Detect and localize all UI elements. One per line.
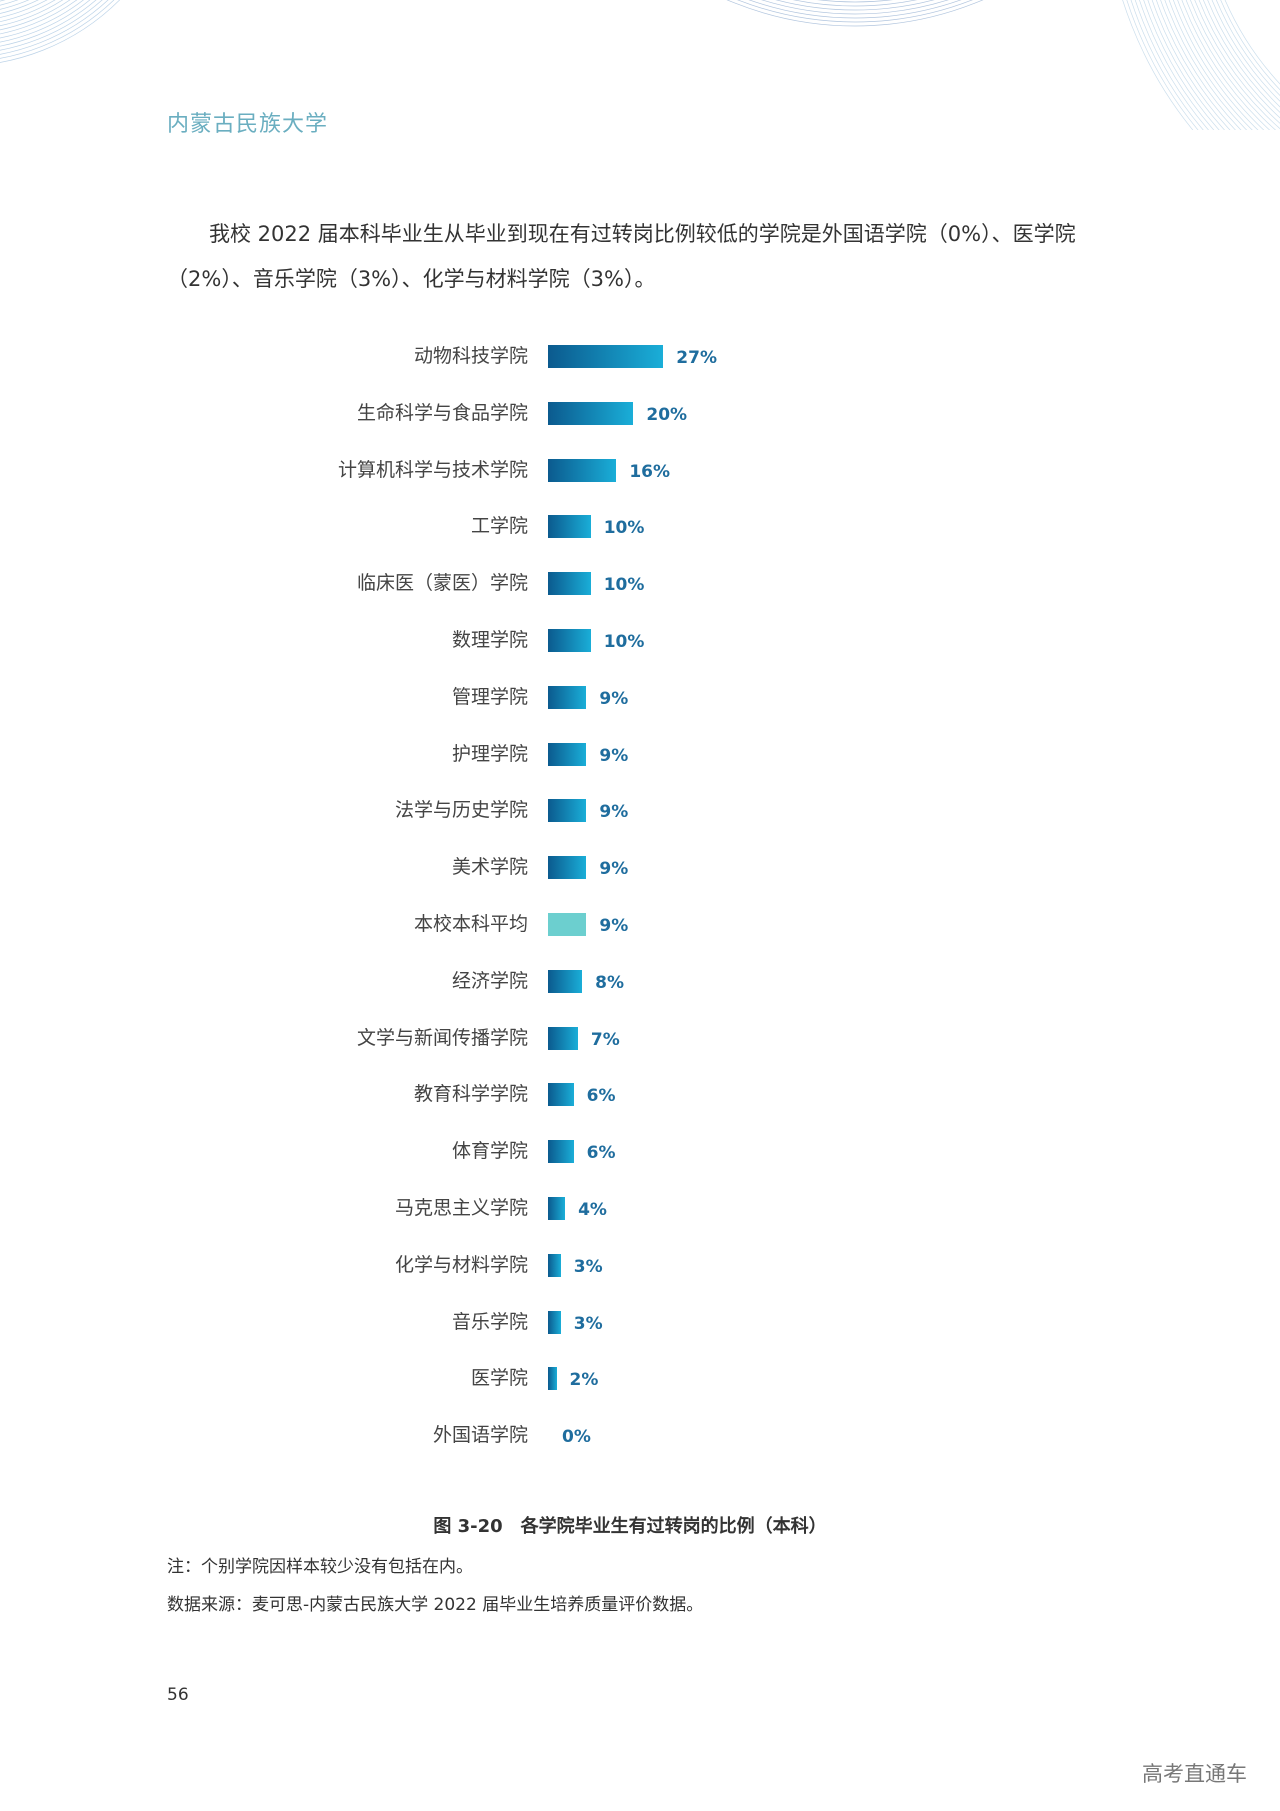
header-wave-decoration xyxy=(0,0,1280,130)
category-label: 护理学院 xyxy=(451,742,528,765)
value-label: 3% xyxy=(573,1313,603,1334)
bar xyxy=(548,458,617,482)
chart-row: 临床医（蒙医）学院 10% xyxy=(0,568,1280,598)
value-label: 16% xyxy=(629,461,671,482)
chart-row: 美术学院 9% xyxy=(0,852,1280,882)
value-label: 9% xyxy=(599,802,629,823)
figure-caption: 图 3-20 各学院毕业生有过转岗的比例（本科） xyxy=(433,1516,827,1537)
category-label: 工学院 xyxy=(470,515,528,538)
chart-row: 文学与新闻传播学院 7% xyxy=(0,1023,1280,1053)
bar xyxy=(548,799,587,823)
category-label: 数理学院 xyxy=(451,629,528,651)
value-label: 6% xyxy=(586,1143,616,1164)
bar xyxy=(548,1310,561,1334)
chart-row: 生命科学与食品学院 20% xyxy=(0,398,1280,428)
bar xyxy=(548,572,591,596)
value-label: 10% xyxy=(603,518,645,539)
value-label: 9% xyxy=(599,745,629,766)
category-label: 本校本科平均 xyxy=(413,913,528,935)
category-label: 法学与历史学院 xyxy=(394,799,528,822)
bar xyxy=(548,1083,574,1107)
category-label: 文学与新闻传播学院 xyxy=(356,1026,528,1049)
bar xyxy=(548,742,587,766)
category-label: 计算机科学与技术学院 xyxy=(337,458,528,481)
chart-row: 法学与历史学院 9% xyxy=(0,795,1280,825)
chart-row: 动物科技学院 27% xyxy=(0,341,1280,371)
bar xyxy=(548,913,587,936)
bar xyxy=(548,856,587,880)
value-label: 20% xyxy=(646,404,688,425)
chart-row: 马克思主义学院 4% xyxy=(0,1193,1280,1223)
chart-row: 数理学院 10% xyxy=(0,625,1280,655)
bar xyxy=(548,969,583,993)
bar xyxy=(548,345,664,368)
value-label: 2% xyxy=(569,1370,599,1391)
category-label: 化学与材料学院 xyxy=(394,1253,528,1276)
bar xyxy=(548,685,587,709)
bar xyxy=(548,1140,574,1164)
value-label: 0% xyxy=(562,1427,591,1448)
value-label: 9% xyxy=(599,916,629,936)
category-label: 管理学院 xyxy=(451,685,528,708)
data-source: 数据来源：麦可思-内蒙古民族大学 2022 届毕业生培养质量评价数据。 xyxy=(167,1595,704,1615)
bar xyxy=(548,629,591,652)
bar xyxy=(548,1197,566,1220)
chart-row: 教育科学学院 6% xyxy=(0,1079,1280,1109)
category-label: 音乐学院 xyxy=(451,1310,528,1333)
value-label: 10% xyxy=(603,575,645,596)
watermark: 高考直通车 xyxy=(1142,1762,1247,1786)
chart-row: 管理学院 9% xyxy=(0,682,1280,712)
chart-row: 工学院 10% xyxy=(0,511,1280,541)
chart-row: 体育学院 6% xyxy=(0,1136,1280,1166)
bar xyxy=(548,401,634,425)
value-label: 4% xyxy=(578,1200,607,1220)
category-label: 体育学院 xyxy=(451,1140,528,1163)
value-label: 8% xyxy=(595,972,625,993)
bar xyxy=(548,1367,557,1391)
category-label: 教育科学学院 xyxy=(413,1083,528,1106)
category-label: 经济学院 xyxy=(451,969,528,992)
chart-row: 化学与材料学院 3% xyxy=(0,1250,1280,1280)
bar xyxy=(548,1026,578,1050)
value-label: 9% xyxy=(599,859,629,880)
chart-row: 经济学院 8% xyxy=(0,966,1280,996)
chart-row: 计算机科学与技术学院 16% xyxy=(0,455,1280,485)
chart-row: 音乐学院 3% xyxy=(0,1307,1280,1337)
bar xyxy=(548,515,591,539)
value-label: 3% xyxy=(573,1256,603,1277)
value-label: 9% xyxy=(599,688,629,709)
category-label: 医学院 xyxy=(470,1367,528,1390)
category-label: 动物科技学院 xyxy=(413,345,528,367)
chart-row: 护理学院 9% xyxy=(0,739,1280,769)
category-label: 临床医（蒙医）学院 xyxy=(356,572,528,595)
figure-note: 注：个别学院因样本较少没有包括在内。 xyxy=(167,1557,473,1577)
category-label: 外国语学院 xyxy=(432,1424,528,1447)
value-label: 10% xyxy=(603,632,645,652)
bar xyxy=(548,1253,561,1277)
value-label: 27% xyxy=(676,348,717,368)
category-label: 生命科学与食品学院 xyxy=(356,401,528,424)
value-label: 6% xyxy=(586,1086,616,1107)
category-label: 美术学院 xyxy=(451,856,528,879)
category-label: 马克思主义学院 xyxy=(394,1197,528,1219)
university-header: 内蒙古民族大学 xyxy=(167,112,329,137)
chart-row: 本校本科平均 9% xyxy=(0,909,1280,939)
body-paragraph: 我校 2022 届本科毕业生从毕业到现在有过转岗比例较低的学院是外国语学院（0%… xyxy=(167,222,1076,291)
chart-row: 医学院 2% xyxy=(0,1363,1280,1393)
page-number: 56 xyxy=(167,1685,189,1705)
value-label: 7% xyxy=(590,1029,620,1050)
chart-row: 外国语学院 0% xyxy=(0,1420,1280,1450)
